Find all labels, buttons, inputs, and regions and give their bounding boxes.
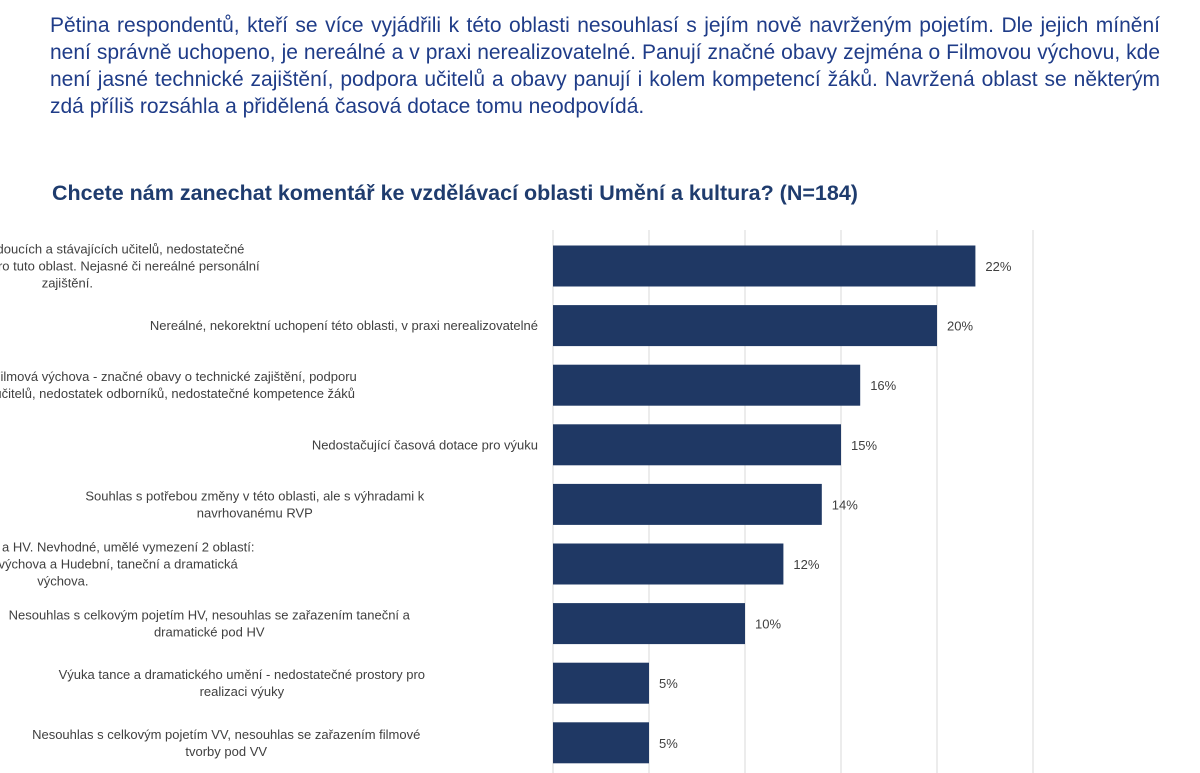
bar-3 xyxy=(553,424,841,466)
category-label-line: Souhlas s potřebou změny v této oblasti,… xyxy=(85,488,424,503)
category-label-line: kompetence učitelů pro tuto oblast. Neja… xyxy=(0,259,260,274)
bar-2 xyxy=(553,364,861,406)
category-label-line: realizaci výuky xyxy=(200,684,285,699)
value-label-1: 20% xyxy=(947,319,973,334)
category-label-4: Souhlas s potřebou změny v této oblasti,… xyxy=(85,488,424,520)
bar-6 xyxy=(553,603,745,645)
category-label-6: Nesouhlas s celkovým pojetím HV, nesouhl… xyxy=(9,608,411,640)
category-label-line: zajištění. xyxy=(42,276,93,291)
category-label-line: Ponechat stávající VV a HV. Nevhodné, um… xyxy=(0,540,254,555)
value-label-5: 12% xyxy=(793,557,819,572)
bar-7 xyxy=(553,662,649,704)
bar-1 xyxy=(553,305,937,347)
category-label-line: Nedostačující časová dotace pro výuku xyxy=(312,437,538,452)
value-label-2: 16% xyxy=(870,378,896,393)
category-label-1: Nereálné, nekorektní uchopení této oblas… xyxy=(150,318,538,333)
category-label-line: tvorby pod VV xyxy=(185,744,267,759)
category-label-line: navrhovanému RVP xyxy=(197,505,313,520)
category-label-line: výchova. xyxy=(37,574,88,589)
bars xyxy=(553,245,976,764)
category-label-line: učitelů, nedostatek odborníků, nedostate… xyxy=(0,386,355,401)
category-label-line: Filmová výchova - značné obavy o technic… xyxy=(0,369,357,384)
category-label-0: Nepřipravenost budoucích a stávajících u… xyxy=(0,242,260,291)
category-label-line: Nepřipravenost budoucích a stávajících u… xyxy=(0,242,244,257)
value-label-3: 15% xyxy=(851,438,877,453)
intro-paragraph: Pětina respondentů, kteří se více vyjádř… xyxy=(50,14,1160,118)
value-label-7: 5% xyxy=(659,676,678,691)
bar-4 xyxy=(553,483,822,525)
value-label-6: 10% xyxy=(755,617,781,632)
bar-0 xyxy=(553,245,976,287)
value-label-4: 14% xyxy=(832,497,858,512)
category-label-line: Výtvarná a filmová výchova a Hudební, ta… xyxy=(0,557,239,572)
value-label-0: 22% xyxy=(985,259,1011,274)
category-label-3: Nedostačující časová dotace pro výuku xyxy=(312,437,538,452)
category-label-line: Nereálné, nekorektní uchopení této oblas… xyxy=(150,318,538,333)
category-label-line: dramatické pod HV xyxy=(154,625,265,640)
category-label-line: Nesouhlas s celkovým pojetím VV, nesouhl… xyxy=(32,727,420,742)
category-label-8: Nesouhlas s celkovým pojetím VV, nesouhl… xyxy=(32,727,420,759)
bar-5 xyxy=(553,543,784,585)
value-label-8: 5% xyxy=(659,736,678,751)
category-label-2: Filmová výchova - značné obavy o technic… xyxy=(0,369,357,401)
category-labels: Nepřipravenost budoucích a stávajících u… xyxy=(0,242,538,759)
category-label-7: Výuka tance a dramatického umění - nedos… xyxy=(59,667,425,699)
category-label-5: Ponechat stávající VV a HV. Nevhodné, um… xyxy=(0,540,254,589)
chart-title: Chcete nám zanechat komentář ke vzděláva… xyxy=(52,181,858,205)
category-label-line: Nesouhlas s celkovým pojetím HV, nesouhl… xyxy=(9,608,411,623)
category-label-line: Výuka tance a dramatického umění - nedos… xyxy=(59,667,425,682)
value-labels: 22% 20% 16% 15% 14% 12% 10% 5% 5% xyxy=(659,259,1012,751)
bar-8 xyxy=(553,722,649,764)
